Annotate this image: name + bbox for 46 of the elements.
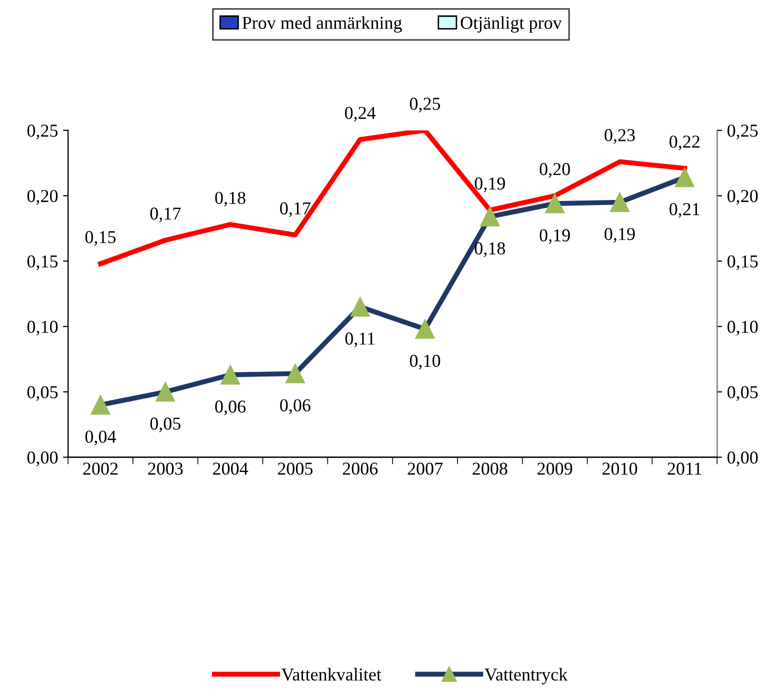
data-label: 0,05 xyxy=(150,418,180,432)
x-tick-label: 2008 xyxy=(472,462,508,475)
x-tick-label: 2011 xyxy=(668,462,702,475)
y-tick-label: 0,25 xyxy=(27,124,58,140)
data-label: 0,18 xyxy=(215,192,246,207)
y2-tick-label: 0,05 xyxy=(728,386,758,401)
legend-label: Vattentryck xyxy=(484,668,568,684)
data-label: 0,22 xyxy=(670,136,700,150)
data-label: 0,19 xyxy=(540,229,570,244)
y-tick-label: 0,00 xyxy=(27,451,58,466)
data-label: 0,06 xyxy=(215,400,246,416)
y-tick-label: 0,05 xyxy=(27,386,58,401)
data-label: 0,23 xyxy=(604,129,635,144)
data-label: 0,11 xyxy=(345,332,374,348)
data-label: 0,15 xyxy=(85,231,116,246)
x-tick-label: 2006 xyxy=(342,462,378,475)
x-tick-label: 2005 xyxy=(278,462,313,475)
x-tick-label: 2009 xyxy=(538,462,572,475)
data-label: 0,18 xyxy=(474,242,506,258)
y-tick-label: 0,10 xyxy=(27,320,58,336)
legend-label: Otjänligt prov xyxy=(460,16,562,33)
y2-tick-label: 0,15 xyxy=(728,255,758,270)
data-label: 0,17 xyxy=(150,208,181,222)
data-label: 0,19 xyxy=(474,177,505,192)
legend-label: Vattenkvalitet xyxy=(281,668,382,681)
data-label: 0,19 xyxy=(604,228,635,243)
data-label: 0,25 xyxy=(410,98,440,112)
y2-tick-label: 0,25 xyxy=(728,124,758,140)
legend-label: Prov med anmärkning xyxy=(242,16,402,33)
x-tick-label: 2007 xyxy=(408,462,443,475)
x-tick-label: 2003 xyxy=(148,462,183,475)
data-label: 0,20 xyxy=(540,163,570,178)
x-tick-label: 2004 xyxy=(213,462,248,475)
data-label: 0,04 xyxy=(85,430,116,446)
y2-tick-label: 0,20 xyxy=(728,190,758,205)
y2-tick-label: 0,10 xyxy=(728,320,758,336)
data-label: 0,17 xyxy=(280,202,310,218)
data-label: 0,21 xyxy=(670,203,700,218)
y-tick-label: 0,15 xyxy=(27,255,58,270)
x-tick-label: 2002 xyxy=(83,462,118,475)
x-tick-label: 2010 xyxy=(602,462,638,475)
data-label: 0,24 xyxy=(345,106,376,122)
data-label: 0,10 xyxy=(410,354,440,370)
y2-tick-label: 0,00 xyxy=(728,451,758,466)
data-label: 0,06 xyxy=(280,399,310,414)
y-tick-label: 0,20 xyxy=(27,190,58,205)
